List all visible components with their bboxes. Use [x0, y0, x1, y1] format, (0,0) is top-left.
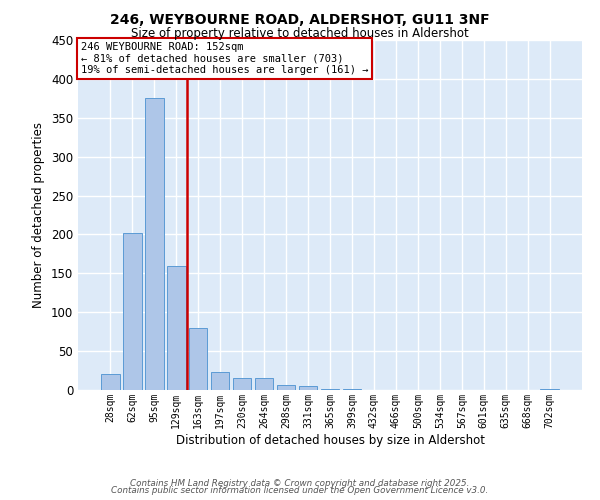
Bar: [299, 386, 317, 390]
Bar: [541, 389, 559, 390]
Bar: [233, 378, 251, 390]
Bar: [145, 98, 164, 390]
Bar: [343, 389, 361, 390]
Bar: [320, 389, 340, 390]
Bar: [211, 372, 229, 390]
Bar: [101, 374, 119, 390]
Text: Contains HM Land Registry data © Crown copyright and database right 2025.: Contains HM Land Registry data © Crown c…: [130, 478, 470, 488]
Text: 246 WEYBOURNE ROAD: 152sqm
← 81% of detached houses are smaller (703)
19% of sem: 246 WEYBOURNE ROAD: 152sqm ← 81% of deta…: [80, 42, 368, 75]
X-axis label: Distribution of detached houses by size in Aldershot: Distribution of detached houses by size …: [176, 434, 485, 446]
Bar: [167, 266, 185, 390]
Bar: [189, 328, 208, 390]
Y-axis label: Number of detached properties: Number of detached properties: [32, 122, 46, 308]
Bar: [255, 378, 274, 390]
Bar: [123, 233, 142, 390]
Text: Contains public sector information licensed under the Open Government Licence v3: Contains public sector information licen…: [112, 486, 488, 495]
Text: 246, WEYBOURNE ROAD, ALDERSHOT, GU11 3NF: 246, WEYBOURNE ROAD, ALDERSHOT, GU11 3NF: [110, 12, 490, 26]
Text: Size of property relative to detached houses in Aldershot: Size of property relative to detached ho…: [131, 28, 469, 40]
Bar: [277, 386, 295, 390]
